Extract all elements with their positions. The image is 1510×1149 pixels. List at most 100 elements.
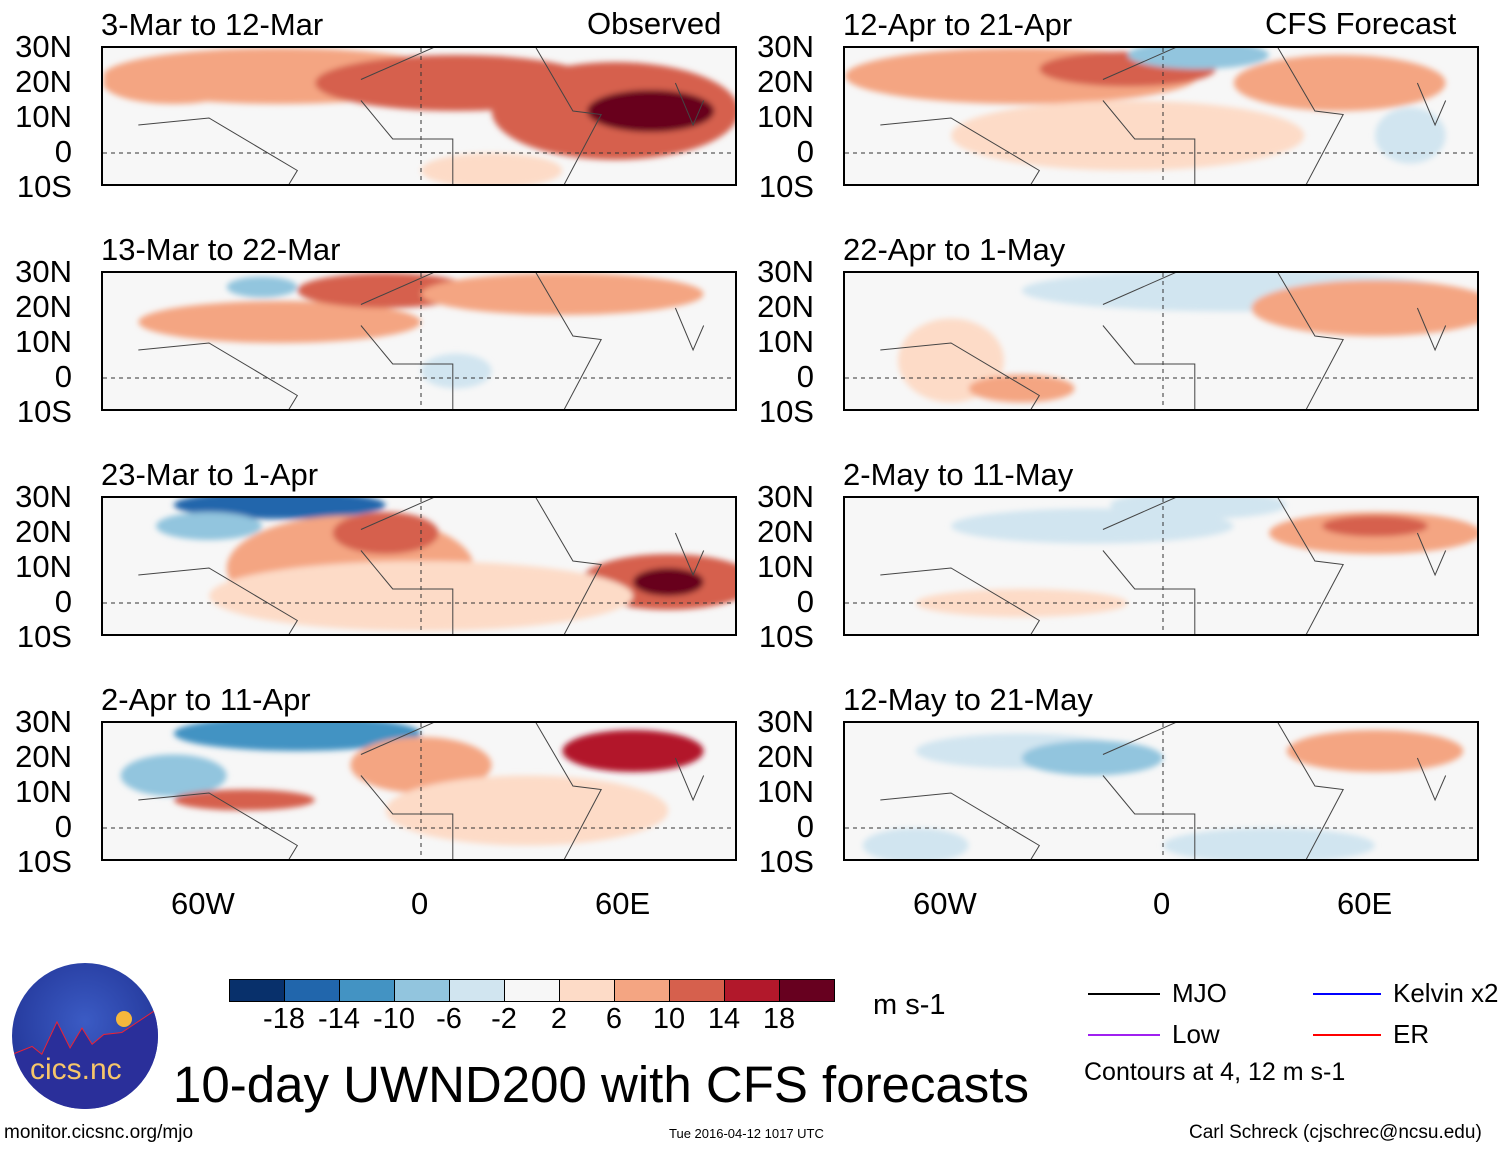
colorbar-swatch xyxy=(230,980,285,1001)
colorbar-swatch xyxy=(395,980,450,1001)
lat-label: 30N xyxy=(757,254,814,289)
colorbar-label: 6 xyxy=(605,1003,623,1035)
anomaly-map xyxy=(103,48,735,184)
lat-label: 30N xyxy=(15,254,72,289)
forecast-panel-title: 2-May to 11-May xyxy=(843,457,1074,492)
anomaly-region xyxy=(226,276,298,298)
anomaly-region xyxy=(421,153,563,184)
lat-label: 20N xyxy=(15,739,72,774)
anomaly-region xyxy=(1110,498,1287,519)
anomaly-region xyxy=(138,301,421,343)
lat-label: 10N xyxy=(15,99,72,134)
anomaly-region xyxy=(1163,828,1375,859)
coastline xyxy=(138,273,705,409)
lat-label: 10S xyxy=(16,169,72,204)
colorbar-swatch xyxy=(340,980,395,1001)
lat-label: 10S xyxy=(16,844,72,879)
colorbar-label: -6 xyxy=(436,1003,462,1035)
colorbar xyxy=(229,979,835,1002)
url-text: monitor.cicsnc.org/mjo xyxy=(4,1122,194,1143)
lat-label: 30N xyxy=(757,479,814,514)
lat-label: 0 xyxy=(54,134,72,169)
lat-label: 20N xyxy=(757,514,814,549)
colorbar-swatch xyxy=(670,980,725,1001)
lon-label: 0 xyxy=(411,886,429,921)
colorbar-label: 2 xyxy=(550,1003,568,1035)
lat-label: 20N xyxy=(15,514,72,549)
coastline xyxy=(138,498,705,634)
forecast-map-panel xyxy=(843,46,1479,186)
lat-label: 10N xyxy=(15,549,72,584)
anomaly-region xyxy=(1375,107,1446,164)
anomaly-region xyxy=(173,723,421,751)
contour-note: Contours at 4, 12 m s-1 xyxy=(1084,1058,1346,1086)
observed-panel-title: 23-Mar to 1-Apr xyxy=(101,457,319,492)
lon-label: 60W xyxy=(171,886,235,921)
anomaly-region xyxy=(120,754,227,797)
lat-label: 10S xyxy=(16,619,72,654)
cicsnc-logo: cics.nc xyxy=(12,963,158,1109)
legend-low: Low xyxy=(1172,1019,1220,1049)
observed-panel-title: 3-Mar to 12-Mar xyxy=(101,7,324,42)
colorbar-swatch xyxy=(780,980,834,1001)
coastline xyxy=(138,723,705,859)
anomaly-region xyxy=(1322,515,1428,537)
lat-label: 20N xyxy=(15,64,72,99)
lat-label: 30N xyxy=(15,29,72,64)
lat-label: 10N xyxy=(757,99,814,134)
anomaly-region xyxy=(421,353,492,389)
lat-label: 10S xyxy=(758,844,814,879)
anomaly-region xyxy=(633,568,704,596)
lat-label: 20N xyxy=(757,64,814,99)
anomaly-map xyxy=(845,498,1477,634)
legend-er: ER xyxy=(1393,1019,1430,1049)
coastline xyxy=(880,498,1447,634)
forecast-panel-title: 22-Apr to 1-May xyxy=(843,232,1066,267)
lat-label: 10N xyxy=(757,774,814,809)
lat-label: 0 xyxy=(796,134,814,169)
lat-label: 10N xyxy=(757,549,814,584)
observed-panel-title: 2-Apr to 11-Apr xyxy=(101,682,311,717)
anomaly-region xyxy=(1286,730,1464,772)
lat-label: 10N xyxy=(15,324,72,359)
observed-map-panel xyxy=(101,46,737,186)
lat-label: 10S xyxy=(758,619,814,654)
forecast-map-panel xyxy=(843,721,1479,861)
observed-map-panel xyxy=(101,496,737,636)
coastline xyxy=(880,48,1447,184)
anomaly-region xyxy=(385,775,669,846)
lat-label: 30N xyxy=(15,704,72,739)
colorbar-label: -14 xyxy=(318,1003,360,1035)
coastline xyxy=(880,273,1447,409)
colorbar-label: -10 xyxy=(373,1003,415,1035)
lat-label: 20N xyxy=(15,289,72,324)
anomaly-region xyxy=(1251,280,1477,336)
legend-kelvin: Kelvin x2 xyxy=(1393,978,1499,1008)
lat-label: 0 xyxy=(796,584,814,619)
observed-map-panel xyxy=(101,271,737,411)
legend-kelvin-line xyxy=(1313,993,1381,995)
anomaly-region xyxy=(562,730,704,772)
anomaly-region xyxy=(1021,740,1163,776)
colorbar-label: -18 xyxy=(263,1003,305,1035)
anomaly-region xyxy=(103,62,245,104)
lat-label: 0 xyxy=(54,584,72,619)
colorbar-swatch xyxy=(450,980,505,1001)
colorbar-label: -2 xyxy=(491,1003,517,1035)
anomaly-region xyxy=(951,100,1305,171)
legend-mjo-line xyxy=(1088,993,1160,995)
figure-title: 10-day UWND200 with CFS forecasts xyxy=(173,1056,1029,1113)
mountain-icon xyxy=(12,1008,158,1109)
lat-label: 0 xyxy=(796,359,814,394)
legend-mjo: MJO xyxy=(1172,978,1227,1008)
anomaly-region xyxy=(156,512,262,540)
colorbar-label: 18 xyxy=(762,1003,796,1035)
timestamp: Tue 2016-04-12 1017 UTC xyxy=(669,1126,824,1141)
colorbar-swatch xyxy=(285,980,340,1001)
anomaly-map xyxy=(103,723,735,859)
lat-label: 20N xyxy=(757,289,814,324)
colorbar-label: 10 xyxy=(652,1003,686,1035)
coastline xyxy=(880,723,1447,859)
anomaly-map xyxy=(845,48,1477,184)
